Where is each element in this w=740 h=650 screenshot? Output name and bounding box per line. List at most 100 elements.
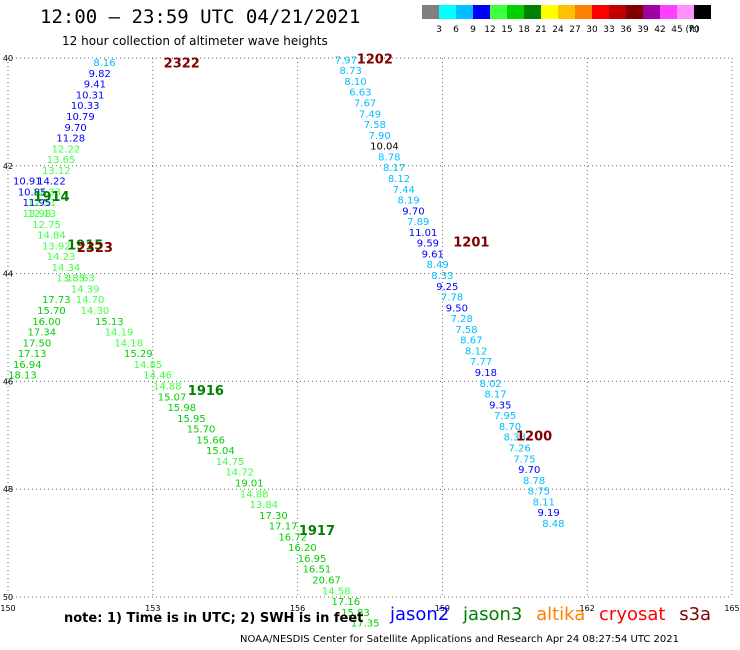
swh-point: 17.50 <box>23 338 52 349</box>
swh-point: 14.85 <box>134 360 163 371</box>
swh-point: 14.72 <box>225 468 254 479</box>
swh-point: 9.18 <box>475 368 497 379</box>
swh-point: 9.82 <box>89 69 111 80</box>
colorbar-unit: (ft) <box>685 25 699 35</box>
colorbar-swatch <box>575 5 592 19</box>
swh-point: 19.01 <box>235 479 264 490</box>
swh-point: 8.38 <box>504 433 526 444</box>
swh-point: 8.67 <box>460 336 482 347</box>
swh-point: 16.94 <box>13 360 42 371</box>
colorbar-swatch <box>439 5 456 19</box>
swh-point: 13.98 <box>23 209 52 220</box>
y-tick-label: 50 <box>3 593 13 602</box>
swh-point: 7.67 <box>354 99 376 110</box>
x-tick-label: 156 <box>290 604 305 613</box>
y-tick-label: 44 <box>3 270 13 279</box>
swh-point: 9.35 <box>489 400 511 411</box>
colorbar-tick-label: 3 <box>436 25 442 35</box>
swh-point: 15.83 <box>341 608 370 619</box>
satellite-cryosat: cryosat <box>599 604 666 625</box>
colorbar-tick-label: 21 <box>535 25 546 35</box>
swh-point: 7.28 <box>451 314 473 325</box>
swh-point: 7.89 <box>407 217 429 228</box>
swh-point: 9.59 <box>417 239 439 250</box>
swh-point: 9.70 <box>518 465 540 476</box>
pass-time-label: 1917 <box>299 524 335 539</box>
swh-point: 7.75 <box>513 454 535 465</box>
colorbar-tick-label: 24 <box>552 25 564 35</box>
swh-point: 17.13 <box>18 349 47 360</box>
colorbar-swatch <box>677 5 694 19</box>
swh-point: 9.41 <box>84 80 106 91</box>
satellite-jason3: jason3 <box>463 604 523 625</box>
swh-point: 14.34 <box>52 263 81 274</box>
swh-point: 7.78 <box>441 293 463 304</box>
colorbar-tick-label: 39 <box>637 25 649 35</box>
swh-point: 8.12 <box>465 346 487 357</box>
colorbar-swatch <box>626 5 643 19</box>
swh-point: 7.58 <box>364 120 386 131</box>
swh-point: 17.17 <box>269 522 298 533</box>
colorbar-tick-label: 42 <box>654 25 665 35</box>
colorbar-swatch <box>558 5 575 19</box>
swh-point: 14.19 <box>105 328 134 339</box>
pass-time-label: 1914 <box>33 190 69 205</box>
swh-point: 17.16 <box>332 597 361 608</box>
swh-point: 14.18 <box>114 338 143 349</box>
colorbar-tick-label: 15 <box>501 25 512 35</box>
colorbar-tick-label: 33 <box>603 25 614 35</box>
colorbar-tick-label: 18 <box>518 25 530 35</box>
colorbar-tick-label: 6 <box>453 25 459 35</box>
swh-point: 16.20 <box>288 543 317 554</box>
footer-note: note: 1) Time is in UTC; 2) SWH is in fe… <box>64 611 364 626</box>
swh-point: 13.63 <box>66 274 95 285</box>
swh-point: 12.22 <box>52 144 81 155</box>
swh-point: 13.12 <box>42 166 71 177</box>
pass-time-label: 1202 <box>357 52 393 67</box>
swh-point: 10.04 <box>370 142 399 153</box>
swh-point: 15.66 <box>196 435 225 446</box>
swh-point: 13.92 <box>42 241 71 252</box>
swh-point: 17.35 <box>351 619 380 630</box>
swh-point: 12.51 <box>27 198 56 209</box>
swh-point: 8.33 <box>431 271 453 282</box>
swh-point: 8.02 <box>480 379 502 390</box>
colorbar-swatch <box>524 5 541 19</box>
swh-point: 12.33 <box>32 187 61 198</box>
swh-point: 9.61 <box>422 249 444 260</box>
swh-point: 15.70 <box>187 425 216 436</box>
swh-point: 8.19 <box>397 196 419 207</box>
satellite-legend: jason2 jason3 altika cryosat s3a <box>390 604 719 625</box>
swh-point: 7.49 <box>359 109 381 120</box>
swh-point: 8.16 <box>93 58 115 69</box>
satellite-s3a: s3a <box>679 604 712 625</box>
swh-point: 16.00 <box>32 317 61 328</box>
x-tick-label: 165 <box>724 604 739 613</box>
y-tick-label: 46 <box>3 377 13 386</box>
swh-point: 15.07 <box>158 392 187 403</box>
swh-point: 11.01 <box>409 228 438 239</box>
colorbar-tick-label: 12 <box>484 25 495 35</box>
swh-point: 14.22 <box>37 177 66 188</box>
colorbar-tick-label: 30 <box>586 25 598 35</box>
colorbar-swatch <box>541 5 558 19</box>
swh-point: 15.70 <box>37 306 66 317</box>
swh-point: 15.98 <box>167 403 196 414</box>
y-tick-label: 48 <box>3 485 13 494</box>
swh-point: 11.95 <box>23 198 52 209</box>
pass-time-label: 1916 <box>188 384 224 399</box>
swh-point: 14.58 <box>322 586 351 597</box>
swh-point: 7.44 <box>393 185 415 196</box>
swh-point: 7.26 <box>508 443 530 454</box>
swh-point: 13.85 <box>56 274 85 285</box>
pass-time-label: 1201 <box>453 236 489 251</box>
swh-point: 14.75 <box>216 457 245 468</box>
swh-point: 15.95 <box>177 414 206 425</box>
color-scale-legend: 3 6 9 12 15 18 21 24 27 30 33 36 39 42 45 70(ft) <box>422 5 711 35</box>
colorbar-swatch <box>456 5 473 19</box>
pass-time-label: 2323 <box>77 241 113 256</box>
y-tick-label: 42 <box>3 162 13 171</box>
swh-point: 14.88 <box>153 381 182 392</box>
swh-point: 13.65 <box>47 155 76 166</box>
